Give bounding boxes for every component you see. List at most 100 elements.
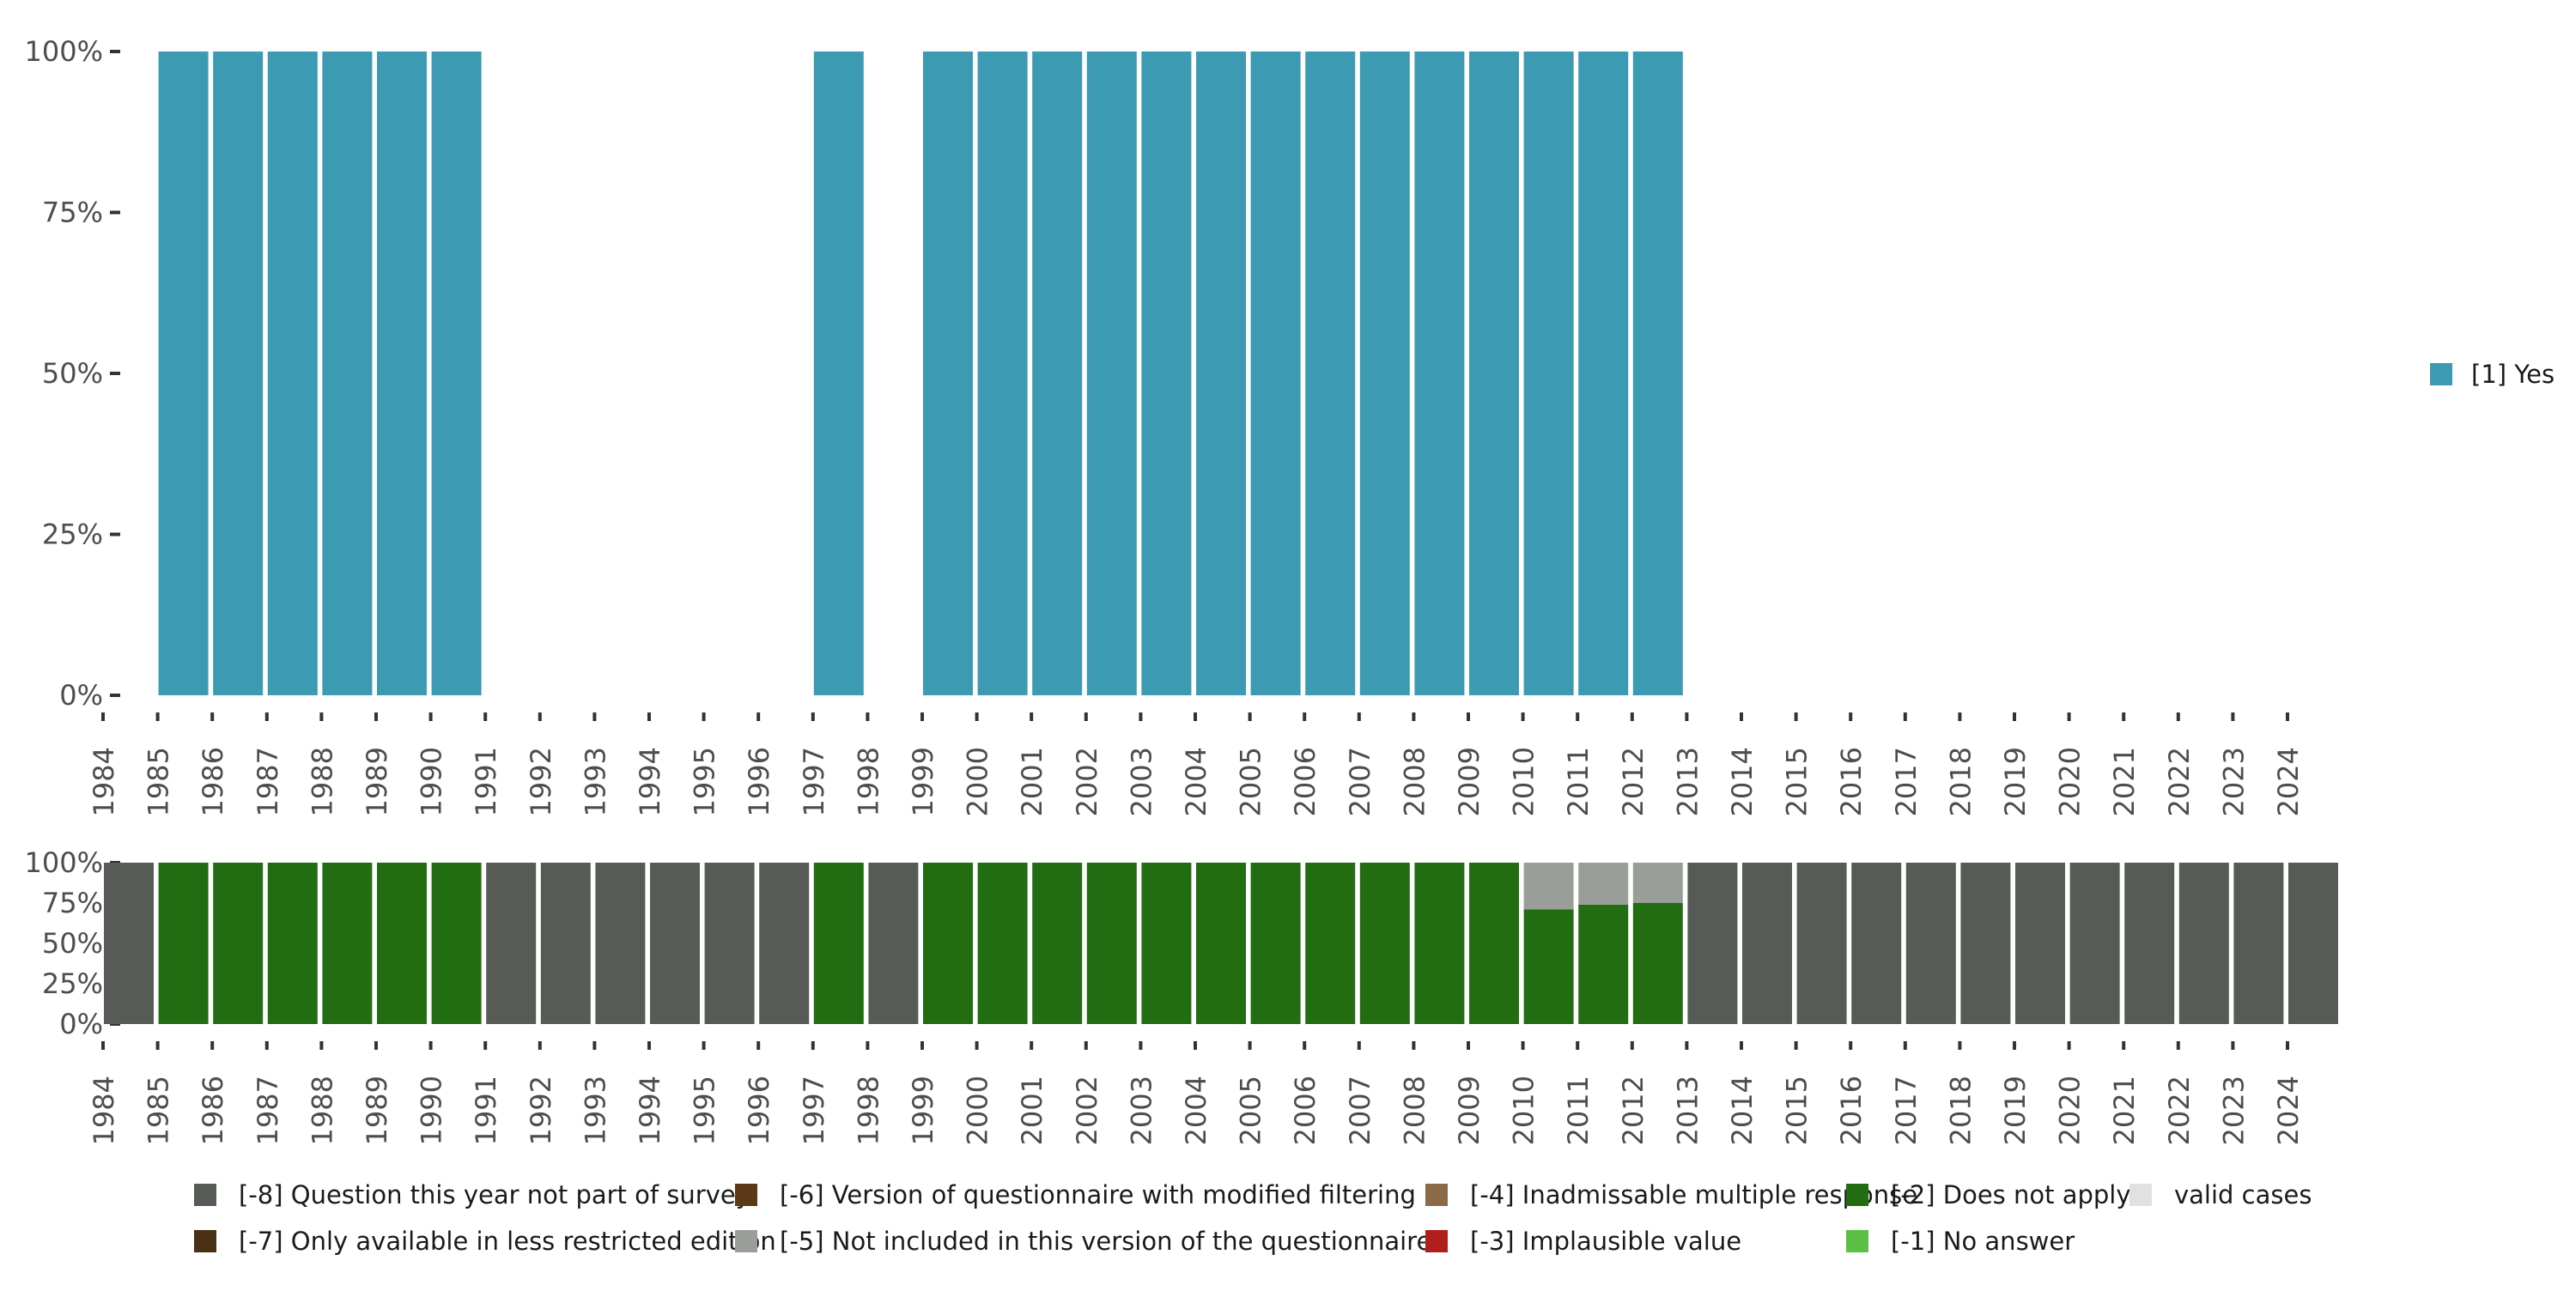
top-x-tick-label-1984: 1984 xyxy=(88,747,120,816)
bottom-bar-2016-s2 xyxy=(1851,863,1902,1024)
bottom-x-tick-label-2015: 2015 xyxy=(1781,1076,1814,1145)
bottom-y-tick-label: 25% xyxy=(42,967,103,1000)
bottom-bar-1994-s2 xyxy=(650,863,700,1024)
top-x-tick-label-2015: 2015 xyxy=(1781,747,1814,816)
top-x-tick-label-2008: 2008 xyxy=(1398,747,1431,816)
bottom-y-tick-label: 50% xyxy=(42,927,103,960)
top-bar-2012-s0 xyxy=(1632,52,1683,695)
legend-swatch-6 xyxy=(1846,1184,1868,1206)
legend-label-7: [-1] No answer xyxy=(1891,1227,2075,1256)
bottom-bar-2024-s2 xyxy=(2288,863,2338,1024)
top-y-tick-label: 25% xyxy=(42,518,103,551)
top-panel: 0% 25% 50% 75% 100% 1984 1985 1986 1987 1988 1989 1… xyxy=(25,35,2305,816)
top-y-tick-label: 100% xyxy=(25,35,103,68)
legend-label-4: [-4] Inadmissable multiple response xyxy=(1470,1180,1917,1209)
bottom-bar-2005-s0 xyxy=(1250,863,1301,1024)
bottom-x-tick-label-2016: 2016 xyxy=(1835,1076,1868,1145)
bottom-bar-2022-s2 xyxy=(2178,863,2229,1024)
legend-swatch-8 xyxy=(2129,1184,2152,1206)
bottom-x-tick-label-1997: 1997 xyxy=(798,1076,830,1145)
top-x-tick-label-1994: 1994 xyxy=(634,747,666,816)
legend-swatch-3 xyxy=(735,1230,757,1252)
top-bar-2000-s0 xyxy=(977,52,1028,695)
bottom-bar-1986-s0 xyxy=(213,863,264,1024)
bottom-y-tick-label: 0% xyxy=(59,1008,103,1040)
bottom-x-tick-label-1991: 1991 xyxy=(470,1076,502,1145)
top-x-tick-label-2024: 2024 xyxy=(2272,747,2305,816)
bottom-bar-2006-s0 xyxy=(1305,863,1356,1024)
bottom-x-tick-label-1988: 1988 xyxy=(306,1076,338,1145)
bottom-x-tick-label-2005: 2005 xyxy=(1235,1076,1267,1145)
bottom-x-tick-label-2014: 2014 xyxy=(1726,1076,1759,1145)
bottom-bar-1984-s2 xyxy=(104,863,154,1024)
bottom-bar-2021-s2 xyxy=(2124,863,2175,1024)
bottom-x-tick-label-2000: 2000 xyxy=(962,1076,994,1145)
bottom-x-tick-label-2022: 2022 xyxy=(2163,1076,2196,1145)
bottom-x-tick-label-2019: 2019 xyxy=(1999,1076,2032,1145)
top-bar-2011-s0 xyxy=(1578,52,1629,695)
bottom-bar-2003-s0 xyxy=(1141,863,1192,1024)
top-x-tick-label-1989: 1989 xyxy=(361,747,393,816)
bottom-x-tick-label-2011: 2011 xyxy=(1562,1076,1595,1145)
top-x-tick-label-1997: 1997 xyxy=(798,747,830,816)
bottom-x-tick-label-1995: 1995 xyxy=(689,1076,721,1145)
bottom-bar-2013-s2 xyxy=(1687,863,1738,1024)
bottom-bar-2000-s0 xyxy=(977,863,1028,1024)
bottom-x-tick-label-2012: 2012 xyxy=(1617,1076,1649,1145)
top-x-tick-label-2003: 2003 xyxy=(1125,747,1157,816)
bottom-x-tick-label-2003: 2003 xyxy=(1125,1076,1157,1145)
legend-label-3: [-5] Not included in this version of the… xyxy=(780,1227,1431,1256)
bottom-x-tick-label-2021: 2021 xyxy=(2108,1076,2141,1145)
top-bar-1989-s0 xyxy=(377,52,427,695)
bottom-x-tick-label-1993: 1993 xyxy=(579,1076,611,1145)
bottom-bar-1997-s0 xyxy=(813,863,864,1024)
top-x-tick-label-2020: 2020 xyxy=(2054,747,2087,816)
bottom-bar-2001-s0 xyxy=(1032,863,1083,1024)
top-x-tick-label-2007: 2007 xyxy=(1344,747,1376,816)
bottom-x-tick-label-1987: 1987 xyxy=(252,1076,284,1145)
bottom-legend: [-8] Question this year not part of surv… xyxy=(194,1180,2312,1256)
top-x-tick-label-2019: 2019 xyxy=(1999,747,2032,816)
bottom-bar-1987-s0 xyxy=(267,863,318,1024)
top-bar-2004-s0 xyxy=(1196,52,1246,695)
top-bar-1990-s0 xyxy=(431,52,482,695)
legend-swatch-1 xyxy=(194,1230,216,1252)
top-x-tick-label-2017: 2017 xyxy=(1890,747,1923,816)
legend-swatch-4 xyxy=(1425,1184,1448,1206)
top-x-tick-label-2018: 2018 xyxy=(1944,747,1977,816)
legend-label-8: valid cases xyxy=(2174,1180,2312,1209)
top-x-tick-label-2021: 2021 xyxy=(2108,747,2141,816)
bottom-bar-1989-s0 xyxy=(377,863,427,1024)
bottom-y-tick-label: 75% xyxy=(42,887,103,919)
legend-swatch-5 xyxy=(1425,1230,1448,1252)
top-x-tick-label-2009: 2009 xyxy=(1453,747,1485,816)
legend-swatch-7 xyxy=(1846,1230,1868,1252)
bottom-bar-2020-s2 xyxy=(2069,863,2120,1024)
bottom-x-tick-label-2009: 2009 xyxy=(1453,1076,1485,1145)
top-x-tick-label-1990: 1990 xyxy=(416,747,448,816)
bottom-bar-2019-s2 xyxy=(2015,863,2065,1024)
top-bar-1997-s0 xyxy=(813,52,864,695)
bottom-x-tick-label-1985: 1985 xyxy=(143,1076,175,1145)
top-x-tick-label-2016: 2016 xyxy=(1835,747,1868,816)
bottom-x-tick-label-2001: 2001 xyxy=(1016,1076,1048,1145)
bottom-bar-2014-s2 xyxy=(1742,863,1792,1024)
top-x-tick-label-1996: 1996 xyxy=(743,747,775,816)
top-bar-1986-s0 xyxy=(213,52,264,695)
top-x-tick-label-2014: 2014 xyxy=(1726,747,1759,816)
top-x-tick-label-1986: 1986 xyxy=(197,747,229,816)
bottom-bar-1993-s2 xyxy=(595,863,646,1024)
top-x-tick-label-2005: 2005 xyxy=(1235,747,1267,816)
bottom-bar-2007-s0 xyxy=(1359,863,1410,1024)
bottom-bar-2010-s0 xyxy=(1523,909,1574,1024)
top-bar-2008-s0 xyxy=(1414,52,1465,695)
top-x-tick-label-2001: 2001 xyxy=(1016,747,1048,816)
bottom-bar-1996-s2 xyxy=(759,863,810,1024)
top-x-tick-label-2022: 2022 xyxy=(2163,747,2196,816)
bottom-bar-1990-s0 xyxy=(431,863,482,1024)
bottom-bar-2018-s2 xyxy=(1960,863,2011,1024)
top-x-tick-label-2010: 2010 xyxy=(1508,747,1540,816)
top-x-tick-label-2002: 2002 xyxy=(1071,747,1103,816)
